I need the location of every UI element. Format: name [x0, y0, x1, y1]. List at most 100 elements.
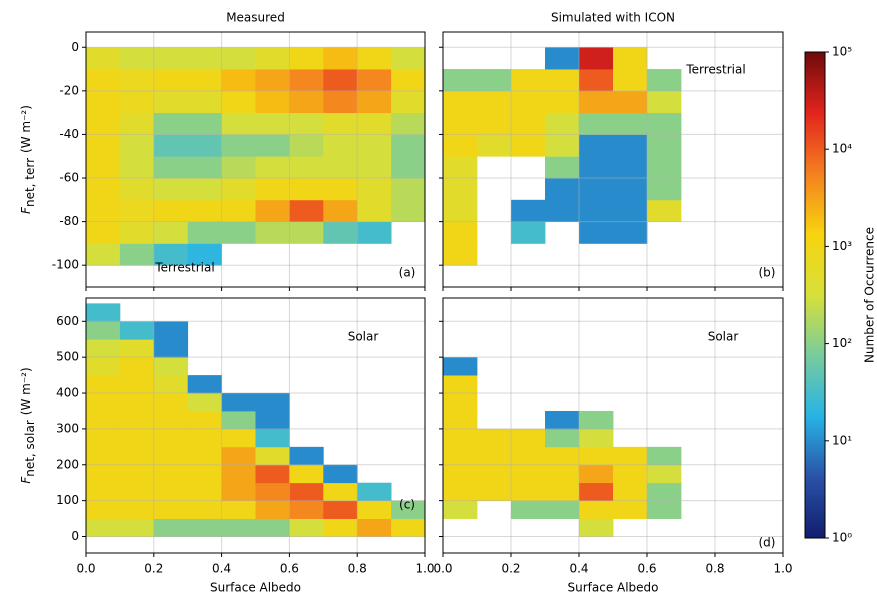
cell [443, 375, 478, 394]
cell [153, 482, 189, 502]
cell [86, 428, 121, 448]
colorbar-label: Number of Occurrence [863, 227, 877, 363]
cell [119, 321, 155, 340]
cell [443, 69, 478, 92]
cell [357, 178, 392, 201]
cell [323, 221, 358, 244]
cell [119, 446, 155, 466]
cell [153, 221, 189, 244]
cell [323, 69, 358, 92]
cell [86, 134, 121, 157]
y-axis-symbol: F [19, 476, 33, 484]
cell [153, 500, 189, 519]
cell [391, 518, 425, 537]
cell [187, 482, 222, 502]
cell [86, 446, 121, 466]
cell [119, 178, 155, 201]
cell [153, 518, 189, 537]
cell [357, 199, 392, 223]
cell [86, 112, 121, 135]
cell [647, 500, 682, 519]
annotation: Solar [348, 330, 379, 344]
cell [357, 69, 392, 92]
cell [391, 47, 425, 70]
cell [119, 518, 155, 537]
cell [323, 500, 358, 519]
colorbar-tick-label: 10⁰ [832, 531, 852, 545]
cell [289, 500, 324, 519]
cell [187, 518, 222, 537]
axes-frame [85, 297, 426, 554]
cell [579, 90, 614, 114]
x-tick-label: 0.0 [76, 562, 95, 576]
cell [613, 221, 648, 244]
cell [221, 410, 256, 430]
cell [86, 518, 121, 537]
cell [391, 178, 425, 201]
cell [187, 112, 222, 135]
cell [477, 464, 512, 484]
cell [119, 69, 155, 92]
cell [289, 199, 324, 223]
annotation: Solar [708, 330, 739, 344]
cell [255, 112, 290, 135]
cell [477, 482, 512, 502]
cell [357, 112, 392, 135]
cell [153, 112, 189, 135]
cell [443, 393, 478, 412]
cell [119, 357, 155, 376]
cell [579, 464, 614, 484]
panel-label: (a) [399, 266, 416, 280]
cell [443, 446, 478, 466]
y-tick-label: 0 [71, 529, 79, 543]
cell [357, 221, 392, 244]
cell [289, 156, 324, 179]
cell [255, 199, 290, 223]
cell [391, 90, 425, 114]
cell [221, 199, 256, 223]
cell [119, 464, 155, 484]
cell [579, 428, 614, 448]
cell [391, 134, 425, 157]
cell [255, 47, 290, 70]
cell [119, 156, 155, 179]
cell [579, 482, 614, 502]
cell [579, 518, 614, 537]
cell [613, 47, 648, 70]
cell [323, 518, 358, 537]
cell [153, 134, 189, 157]
axes-frame [442, 297, 784, 554]
panel: 0 -20 -40 -60 -80 -100 Measured Fnet, terr (W m⁻… [19, 11, 426, 291]
cell [545, 47, 580, 70]
y-tick-label: 200 [56, 457, 79, 471]
cell [613, 464, 648, 484]
cell [357, 500, 392, 519]
cell [545, 156, 580, 179]
cell [289, 112, 324, 135]
cell [477, 90, 512, 114]
cell [579, 134, 614, 157]
cell [357, 156, 392, 179]
cell [443, 357, 478, 376]
x-tick-label: 0.8 [348, 562, 367, 576]
cell [613, 112, 648, 135]
cell [545, 482, 580, 502]
panel: Simulated with ICON Terrestrial (b) [439, 11, 784, 291]
cell [647, 112, 682, 135]
cell [255, 482, 290, 502]
colorbar-tick-label: 10¹ [832, 433, 852, 447]
cell [221, 518, 256, 537]
cell [119, 47, 155, 70]
cell [119, 410, 155, 430]
cell [86, 339, 121, 358]
cell [443, 156, 478, 179]
cell [613, 69, 648, 92]
cell [153, 357, 189, 376]
cell [289, 482, 324, 502]
cell [511, 199, 546, 223]
cell [153, 156, 189, 179]
cell [579, 500, 614, 519]
cell [221, 47, 256, 70]
cell [511, 221, 546, 244]
